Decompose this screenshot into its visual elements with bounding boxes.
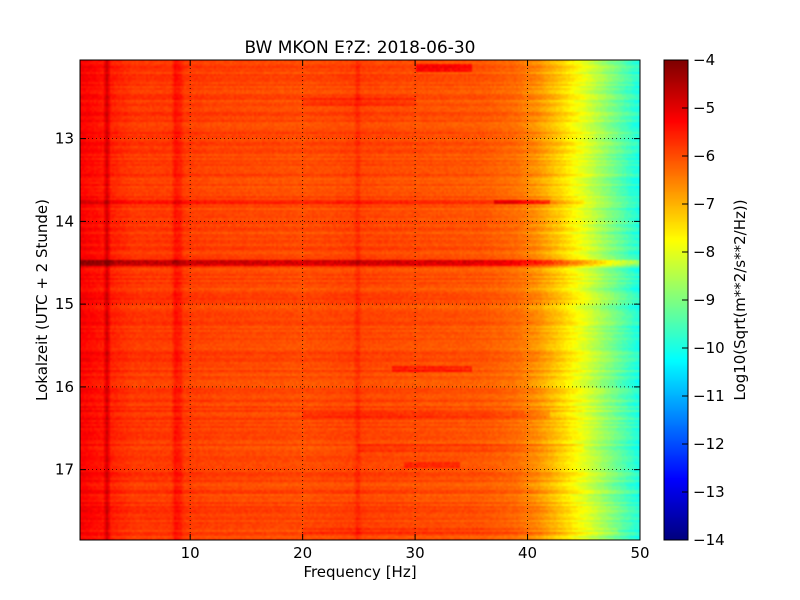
x-tick-label: 30	[406, 544, 425, 562]
y-tick-label: 16	[55, 378, 74, 396]
colorbar-tick-label: −11	[693, 387, 725, 405]
grid-lines	[80, 60, 640, 540]
x-tick-label: 40	[518, 544, 537, 562]
colorbar-tick-label: −12	[693, 435, 725, 453]
colorbar-tick-label: −13	[693, 483, 725, 501]
x-tick-label: 20	[293, 544, 312, 562]
colorbar-tick-label: −7	[693, 195, 715, 213]
colorbar-tick-label: −6	[693, 147, 715, 165]
x-tick-label: 10	[181, 544, 200, 562]
plot-area: 10 20 30 40 50 13 14 15 16 17	[55, 59, 650, 562]
heatmap	[80, 60, 640, 540]
y-tick-label: 15	[55, 295, 74, 313]
colorbar-tick-label: −14	[693, 531, 725, 549]
x-axis: 10 20 30 40 50	[181, 60, 650, 562]
colorbar-tick-label: −5	[693, 99, 715, 117]
colorbar-tick-label: −10	[693, 339, 725, 357]
y-tick-label: 13	[55, 130, 74, 148]
colorbar-label: Log10(Sqrt(m**2/s**2/Hz))	[731, 199, 749, 400]
plot-frame	[79, 59, 641, 541]
y-tick-label: 17	[55, 461, 74, 479]
x-tick-label: 50	[630, 544, 649, 562]
colorbar-ticks: −4 −5 −6 −7 −8 −9 −10 −11 −12 −13 −14	[682, 51, 725, 549]
colorbar-tick-label: −4	[693, 51, 715, 69]
chart-title: BW MKON E?Z: 2018-06-30	[245, 38, 476, 58]
x-axis-label: Frequency [Hz]	[303, 563, 416, 581]
y-axis: 13 14 15 16 17	[55, 130, 640, 479]
colorbar: −4 −5 −6 −7 −8 −9 −10 −11 −12 −13 −14 Log10(Sqrt(m…	[663, 51, 749, 549]
y-tick-label: 14	[55, 212, 74, 230]
y-axis-label: Lokalzeit (UTC + 2 Stunde)	[33, 199, 51, 401]
colorbar-tick-label: −8	[693, 243, 715, 261]
colorbar-tick-label: −9	[693, 291, 715, 309]
